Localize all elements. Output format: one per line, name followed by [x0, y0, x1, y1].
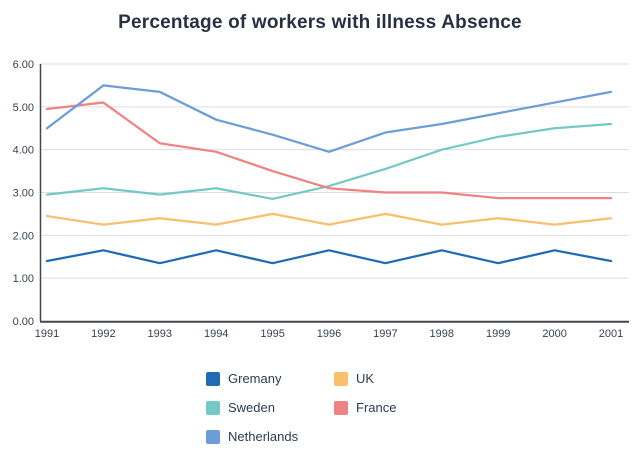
legend-label: France [356, 400, 397, 415]
chart-title: Percentage of workers with illness Absen… [118, 12, 522, 33]
x-axis-tick-label: 1995 [260, 328, 284, 340]
legend-swatch-icon [334, 371, 348, 386]
x-axis-tick-label: 1992 [91, 328, 115, 340]
x-axis-tick-label: 2000 [542, 328, 566, 340]
legend-swatch-icon [206, 400, 220, 415]
y-axis-tick-label: 2.00 [13, 230, 34, 242]
x-axis-tick-label: 2001 [599, 328, 623, 340]
x-axis-tick-label: 1996 [317, 328, 341, 340]
legend-label: Netherlands [228, 429, 299, 444]
legend-swatch-icon [206, 429, 220, 444]
x-axis-tick-label: 1998 [430, 328, 454, 340]
legend-swatch-icon [206, 371, 220, 386]
series-line-gremany [45, 249, 613, 265]
series-line-uk [45, 212, 613, 226]
chart-area: 0.00 1.00 2.00 3.00 4.00 5.00 6.00 1991 1992 1993… [0, 44, 640, 349]
legend-swatch-icon [334, 400, 348, 415]
y-axis-tick-label: 6.00 [13, 59, 34, 71]
legend-item-uk: UK [334, 371, 434, 386]
legend-item-gremany: Gremany [206, 371, 334, 386]
legend-label: Gremany [228, 371, 282, 386]
y-axis-tick-label: 5.00 [13, 102, 34, 114]
legend-label: Sweden [228, 400, 275, 415]
x-axis-tick-label: 1997 [373, 328, 397, 340]
chart-legend: Gremany UK Sweden France Netherlands [0, 371, 640, 444]
line-chart-canvas: 0.00 1.00 2.00 3.00 4.00 5.00 6.00 1991 1992 1993… [13, 59, 629, 340]
legend-item-sweden: Sweden [206, 400, 334, 415]
legend-item-netherlands: Netherlands [206, 429, 334, 444]
series-line-netherlands [45, 84, 613, 153]
y-axis-tick-label: 1.00 [13, 273, 34, 285]
x-axis-tick-label: 1994 [204, 328, 228, 340]
y-axis-tick-label: 0.00 [13, 316, 34, 328]
legend-item-france: France [334, 400, 434, 415]
chart-page: Percentage of workers with illness Absen… [0, 12, 640, 453]
y-axis-tick-label: 3.00 [13, 188, 34, 200]
x-axis-tick-label: 1999 [486, 328, 510, 340]
legend-label: UK [356, 371, 375, 386]
x-axis-tick-label: 1991 [35, 328, 59, 340]
series-line-france [45, 101, 613, 200]
y-axis-tick-label: 4.00 [13, 145, 34, 157]
x-axis-tick-label: 1993 [148, 328, 172, 340]
series-line-sweden [45, 122, 613, 201]
